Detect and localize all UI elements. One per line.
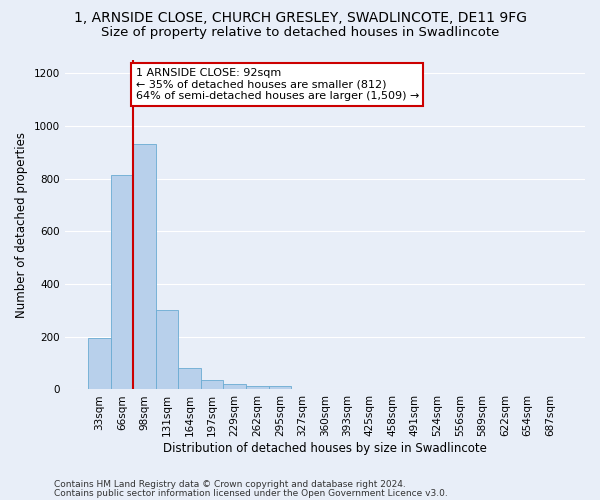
- Y-axis label: Number of detached properties: Number of detached properties: [15, 132, 28, 318]
- Bar: [178, 368, 201, 390]
- Bar: [88, 338, 111, 390]
- Bar: [269, 386, 291, 390]
- Bar: [201, 380, 223, 390]
- X-axis label: Distribution of detached houses by size in Swadlincote: Distribution of detached houses by size …: [163, 442, 487, 455]
- Text: 1 ARNSIDE CLOSE: 92sqm
← 35% of detached houses are smaller (812)
64% of semi-de: 1 ARNSIDE CLOSE: 92sqm ← 35% of detached…: [136, 68, 419, 101]
- Text: Contains public sector information licensed under the Open Government Licence v3: Contains public sector information licen…: [54, 490, 448, 498]
- Bar: [223, 384, 246, 390]
- Text: 1, ARNSIDE CLOSE, CHURCH GRESLEY, SWADLINCOTE, DE11 9FG: 1, ARNSIDE CLOSE, CHURCH GRESLEY, SWADLI…: [74, 11, 527, 25]
- Text: Contains HM Land Registry data © Crown copyright and database right 2024.: Contains HM Land Registry data © Crown c…: [54, 480, 406, 489]
- Bar: [246, 386, 269, 390]
- Bar: [111, 176, 133, 390]
- Bar: [133, 144, 156, 390]
- Text: Size of property relative to detached houses in Swadlincote: Size of property relative to detached ho…: [101, 26, 499, 39]
- Bar: [156, 310, 178, 390]
